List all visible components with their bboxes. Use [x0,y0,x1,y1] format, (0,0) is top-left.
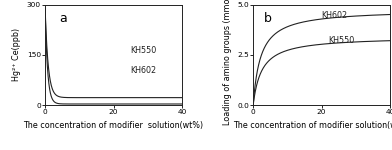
Y-axis label: Loading of amino groups (mmol/g): Loading of amino groups (mmol/g) [223,0,232,125]
Text: KH602: KH602 [130,66,156,75]
Y-axis label: Hg²⁺ Ce(ppb): Hg²⁺ Ce(ppb) [12,28,21,81]
Text: KH550: KH550 [328,36,355,45]
Text: b: b [264,12,272,25]
Text: KH550: KH550 [130,46,156,55]
Text: KH602: KH602 [321,11,348,20]
Text: a: a [59,12,67,25]
X-axis label: The concentration of modifier  solution(wt%): The concentration of modifier solution(w… [24,121,203,130]
X-axis label: The concentration of modifier solution(wt%): The concentration of modifier solution(w… [233,121,392,130]
